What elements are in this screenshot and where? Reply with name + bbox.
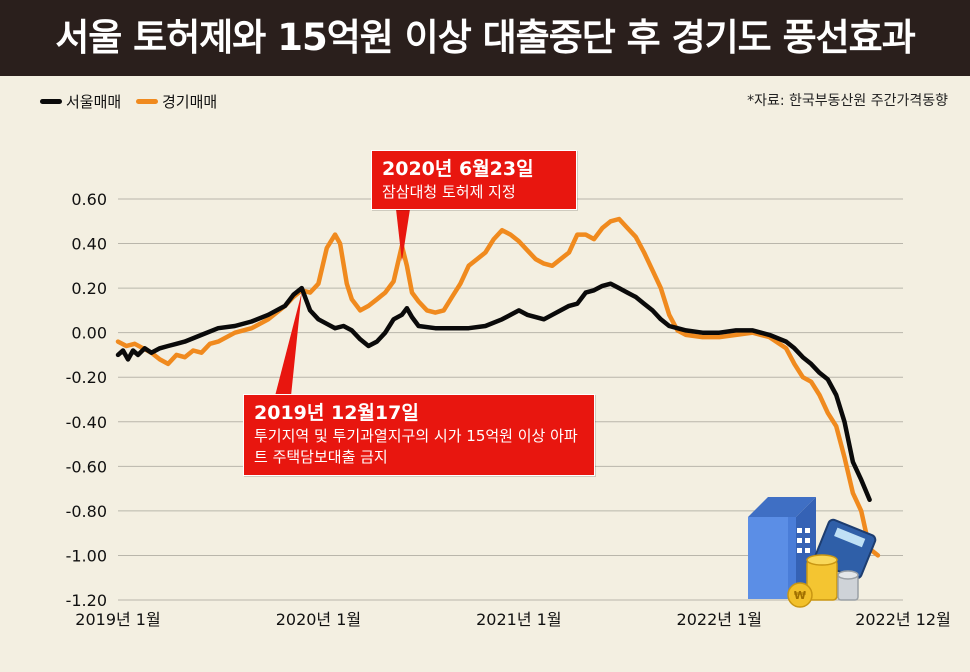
legend-label-seoul: 서울매매 xyxy=(66,93,122,111)
annotation-text: 투기지역 및 투기과열지구의 시가 15억원 이상 아파트 주택담보대출 금지 xyxy=(254,426,578,467)
y-tick-label: -1.20 xyxy=(66,591,107,610)
y-tick-label: -0.40 xyxy=(66,413,107,432)
y-tick-label: -0.80 xyxy=(66,502,107,521)
x-tick-label: 2022년 12월 xyxy=(855,610,951,629)
annotation-text: 잠삼대청 토허제 지정 xyxy=(382,182,516,201)
building-icon xyxy=(748,497,816,599)
y-tick-label: 0.40 xyxy=(71,235,107,254)
x-tick-label: 2022년 1월 xyxy=(677,610,762,629)
y-tick-label: 0.20 xyxy=(71,279,107,298)
y-tick-label: 0.60 xyxy=(71,190,107,209)
callout-pointers xyxy=(275,209,410,396)
coins-icon: ₩ xyxy=(787,554,859,608)
legend-swatch-seoul xyxy=(40,99,62,104)
legend-item-gyeonggi: 경기매매 xyxy=(135,91,218,112)
y-tick-label: -0.60 xyxy=(66,457,107,476)
svg-text:₩: ₩ xyxy=(794,589,806,602)
annotation-date: 2020년 6월23일 xyxy=(382,158,534,180)
series-line-seoul xyxy=(115,281,872,503)
series-lines xyxy=(115,216,881,558)
y-tick-label: -0.20 xyxy=(66,368,107,387)
x-tick-label: 2020년 1월 xyxy=(276,610,361,629)
annotation-callout-loan-ban: 2019년 12월17일 투기지역 및 투기과열지구의 시가 15억원 이상 아… xyxy=(243,394,595,477)
legend: 서울매매 경기매매 xyxy=(40,90,227,112)
callout-pointer xyxy=(275,292,302,396)
y-axis-labels: 0.60 0.40 0.20 0.00 -0.20 -0.40 -0.60 -0.80 -1.0… xyxy=(66,190,107,610)
source-note: *자료: 한국부동산원 주간가격동향 xyxy=(747,93,948,109)
legend-label-gyeonggi: 경기매매 xyxy=(161,93,218,111)
x-axis-labels: 2019년 1월 2020년 1월 2021년 1월 2022년 1월 2022년 12… xyxy=(75,610,951,629)
x-tick-label: 2019년 1월 xyxy=(75,610,160,629)
legend-item-seoul: 서울매매 xyxy=(40,91,121,112)
callout-pointer xyxy=(396,209,410,262)
annotation-date: 2019년 12월17일 xyxy=(254,402,419,424)
annotation-callout-toheoje: 2020년 6월23일 잠삼대청 토허제 지정 xyxy=(371,150,577,211)
y-tick-label: 0.00 xyxy=(71,324,107,343)
x-tick-label: 2021년 1월 xyxy=(476,610,561,629)
legend-swatch-gyeonggi xyxy=(135,99,158,104)
y-tick-label: -1.00 xyxy=(66,546,107,565)
chart-title: 서울 토허제와 15억원 이상 대출중단 후 경기도 풍선효과 xyxy=(0,0,970,76)
